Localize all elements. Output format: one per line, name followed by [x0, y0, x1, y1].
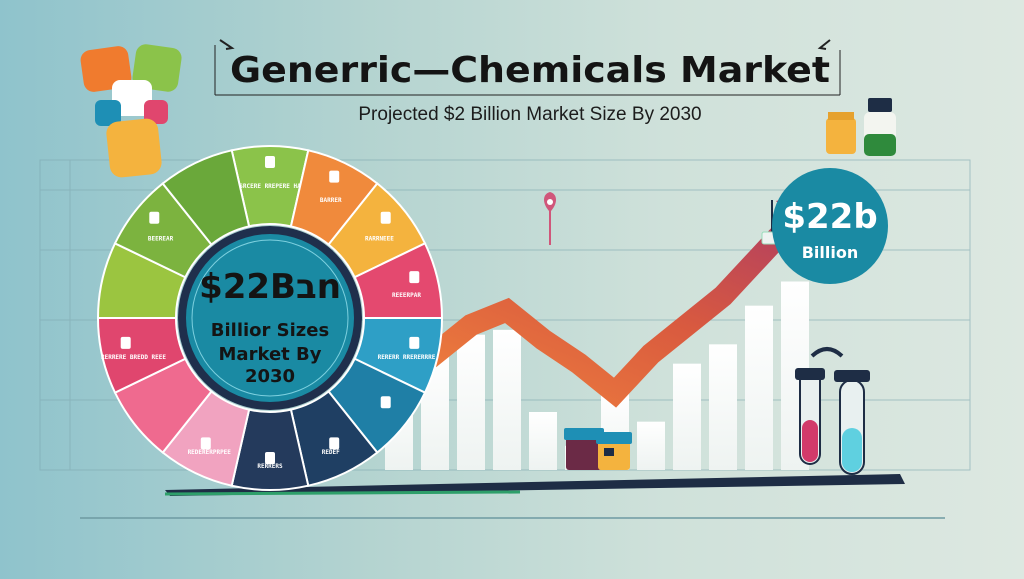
location-pin-icon [544, 192, 556, 245]
trend-line [393, 211, 804, 408]
test-tube-icon [409, 271, 420, 284]
donut-center-line-2: Market By [219, 344, 322, 365]
donut-segment-label-8: RERRERS [257, 463, 283, 470]
bottles-icon [380, 211, 391, 224]
title-frame [214, 39, 841, 96]
decorative-blocks [80, 44, 182, 178]
cylinder-icon [265, 452, 275, 464]
donut-segment-label-9: REDERERPRPEE [188, 449, 232, 456]
bubble-unit: Billion [802, 243, 859, 262]
donut-center-value: $22Bבn [199, 267, 341, 307]
donut-segment-label-13: BEEREAR [148, 236, 174, 243]
donut-segment-label-11: RERRERE BREDD REEE [101, 354, 166, 361]
chemical-bottles-icon [826, 98, 896, 156]
bar-5 [529, 412, 557, 470]
bar-4 [493, 329, 521, 470]
jar-icons [564, 428, 632, 470]
donut-center-line-3: 2030 [245, 366, 295, 387]
flask-icon [265, 156, 275, 168]
donut-segment-label-3: RARRNEEE [365, 236, 394, 243]
value-bubble [761, 168, 888, 284]
bubble-value: $22b [782, 197, 877, 237]
vials-icon [200, 437, 211, 450]
donut-center [178, 226, 362, 410]
donut-segment-label-1: BSRCERE RREPERE HAE [236, 183, 305, 190]
bar-10 [709, 344, 737, 470]
page-subtitle: Projected $2 Billion Market Size By 2030 [358, 104, 701, 125]
donut-center-line-1: Billior Sizes [211, 320, 329, 341]
page-title: Generric—Chemicals Market [230, 50, 830, 91]
grid-icon [329, 437, 340, 450]
bar-9 [673, 363, 701, 470]
bar-11 [745, 305, 773, 470]
donut-segment-label-7: REDEF [322, 449, 340, 456]
bar-8 [637, 421, 665, 470]
tree-icon [329, 170, 340, 183]
test-tubes-icon [795, 347, 870, 475]
donut-segment-label-2: BARRER [320, 197, 342, 204]
building-icon [409, 336, 420, 349]
chart-baseline [164, 474, 905, 496]
bar-3 [457, 334, 485, 470]
donut-segment-label-4: REEERPAR [392, 292, 421, 299]
donut-chart: BSRCERE RREPERE HAE BARRER RARRNEEE REEERPA… [96, 144, 444, 492]
gear-icon [380, 396, 391, 409]
box-icon [149, 211, 160, 224]
donut-segment-14 [161, 149, 251, 246]
heart-icon [120, 336, 131, 349]
donut-segment-label-5: RERERR RRERERRRE [378, 354, 436, 361]
